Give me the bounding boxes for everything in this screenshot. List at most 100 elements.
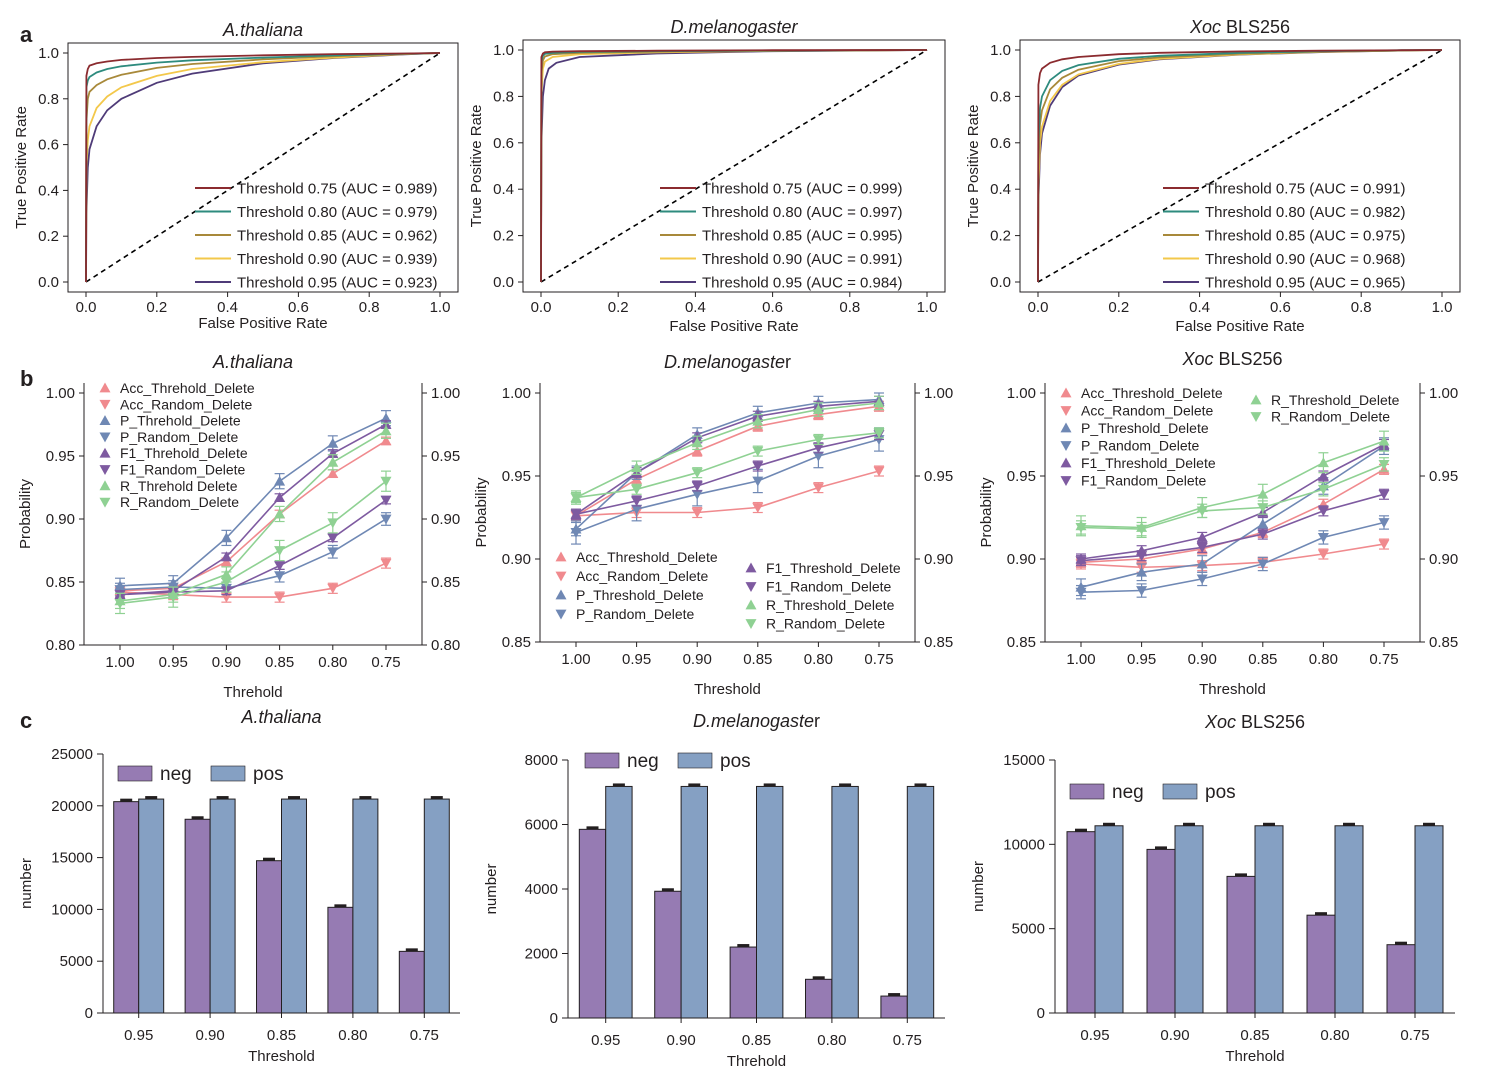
legend-label: neg (160, 764, 192, 785)
bar-neg (1386, 944, 1416, 1014)
y-tick-label: 0 (1037, 1005, 1045, 1022)
y-tick-label: 0.0 (990, 274, 1011, 291)
legend-marker (99, 465, 111, 475)
data-point (167, 592, 179, 603)
bar-pos (605, 785, 633, 1019)
x-tick-label: 0.85 (743, 651, 772, 668)
x-tick-label: 0.90 (666, 1032, 695, 1049)
y-tick-label: 1.0 (38, 45, 59, 62)
x-tick-label: 0.75 (864, 651, 893, 668)
x-tick-label: 0.80 (338, 1027, 367, 1044)
legend-marker (1250, 412, 1262, 422)
series-7 (570, 427, 885, 504)
data-point (1196, 542, 1208, 553)
legend-marker (1250, 394, 1262, 405)
y-tick-label: 1.0 (493, 42, 514, 59)
panel-label-c: c (20, 708, 32, 733)
chart-title-italic: D.melanogaster (670, 17, 798, 37)
data-point (1257, 529, 1269, 540)
roc-line-1 (85, 52, 441, 283)
legend-marker (555, 589, 567, 600)
y-tick-label-right: 0.80 (431, 637, 460, 654)
y-axis-label: number (970, 861, 987, 912)
x-tick-label: 0.75 (1400, 1027, 1429, 1044)
x-tick-label: 1.0 (1432, 299, 1453, 316)
x-tick-label: 0.85 (1248, 651, 1277, 668)
series-line (575, 438, 880, 534)
series-1 (570, 465, 885, 522)
series-0 (570, 400, 885, 522)
legend-label: pos (253, 764, 284, 785)
legend-marker (99, 415, 111, 425)
y-tick-label: 0.2 (493, 228, 514, 245)
chart-title-italic: D.melanogaste (693, 711, 814, 731)
data-point (752, 461, 764, 472)
plot-frame (1019, 39, 1461, 293)
data-point (1136, 551, 1148, 562)
series-line (575, 433, 880, 515)
chart-title-b2: D.melanogaster (664, 352, 791, 372)
x-axis-label: False Positive Rate (198, 315, 327, 332)
y-tick-label: 0.8 (493, 88, 514, 105)
diagonal-reference-line (1037, 49, 1443, 283)
bar-pos (831, 785, 859, 1019)
data-point (1317, 457, 1329, 468)
y-tick-label-left: 0.90 (502, 551, 531, 568)
data-point (380, 425, 392, 436)
bar-pos (352, 798, 379, 1014)
data-point (691, 437, 703, 448)
bar-neg (1066, 831, 1096, 1014)
data-point (631, 484, 643, 495)
y-tick-label: 0.4 (38, 182, 59, 199)
diagonal-reference-line (85, 52, 441, 283)
chart-a3: 0.0 0.2 0.4 0.6 0.8 1.0 0.0 0.2 0.4 0.6 0.8 1.0 Fals… (965, 39, 1461, 335)
y-axis-label: number (18, 858, 35, 909)
series-line (1080, 463, 1385, 530)
x-tick-label: 0.8 (839, 299, 860, 316)
x-tick-label: 0.95 (124, 1027, 153, 1044)
x-tick-label: 1.00 (105, 654, 134, 671)
x-tick-label: 0.90 (1160, 1027, 1189, 1044)
data-point (1257, 488, 1269, 499)
bar-neg (327, 906, 354, 1014)
data-point (691, 489, 703, 500)
x-tick-label: 0.85 (742, 1032, 771, 1049)
data-point (327, 468, 339, 479)
x-tick-label: 0.8 (1351, 299, 1372, 316)
x-axis-label: Threshold (248, 1048, 315, 1065)
y-tick-label: 0.0 (493, 274, 514, 291)
x-tick-label: 1.0 (430, 299, 451, 316)
y-axis-label: True Positive Rate (965, 105, 982, 228)
legend-label: F1_Threshold_Delete (1081, 455, 1216, 471)
x-axis-label: Threhold (223, 684, 282, 701)
chart-title-italic: A.thaliana (222, 20, 303, 40)
bar-pos (1414, 825, 1444, 1014)
bar-neg (398, 950, 425, 1014)
legend-marker (99, 497, 111, 508)
data-point (274, 475, 286, 486)
y-tick-label: 5000 (60, 953, 93, 970)
x-tick-label: 0.80 (804, 651, 833, 668)
legend-label: Acc_Random_Delete (576, 568, 709, 584)
y-tick-label: 4000 (525, 881, 558, 898)
data-point (1196, 558, 1208, 569)
legend-label: Acc_Random_Delete (120, 396, 253, 412)
bar-pos (423, 798, 450, 1014)
data-point (570, 493, 582, 504)
series-3 (1075, 515, 1390, 600)
data-point (570, 528, 582, 538)
x-tick-label: 0.85 (267, 1027, 296, 1044)
legend-label: Threshold 0.90 (AUC = 0.939) (237, 251, 438, 268)
y-tick-label-right: 0.95 (924, 468, 953, 485)
roc-line-1 (1037, 49, 1443, 283)
x-tick-label: 0.2 (146, 299, 167, 316)
y-tick-label: 0.4 (493, 181, 514, 198)
data-point (691, 468, 703, 479)
plot-frame (67, 42, 459, 293)
y-tick-label: 0.4 (990, 181, 1011, 198)
data-point (873, 466, 885, 477)
x-tick-label: 0.6 (288, 299, 309, 316)
bar-pos (1254, 825, 1284, 1014)
y-tick-label: 0.2 (38, 228, 59, 245)
legend-label: R_Random_Delete (766, 616, 885, 632)
